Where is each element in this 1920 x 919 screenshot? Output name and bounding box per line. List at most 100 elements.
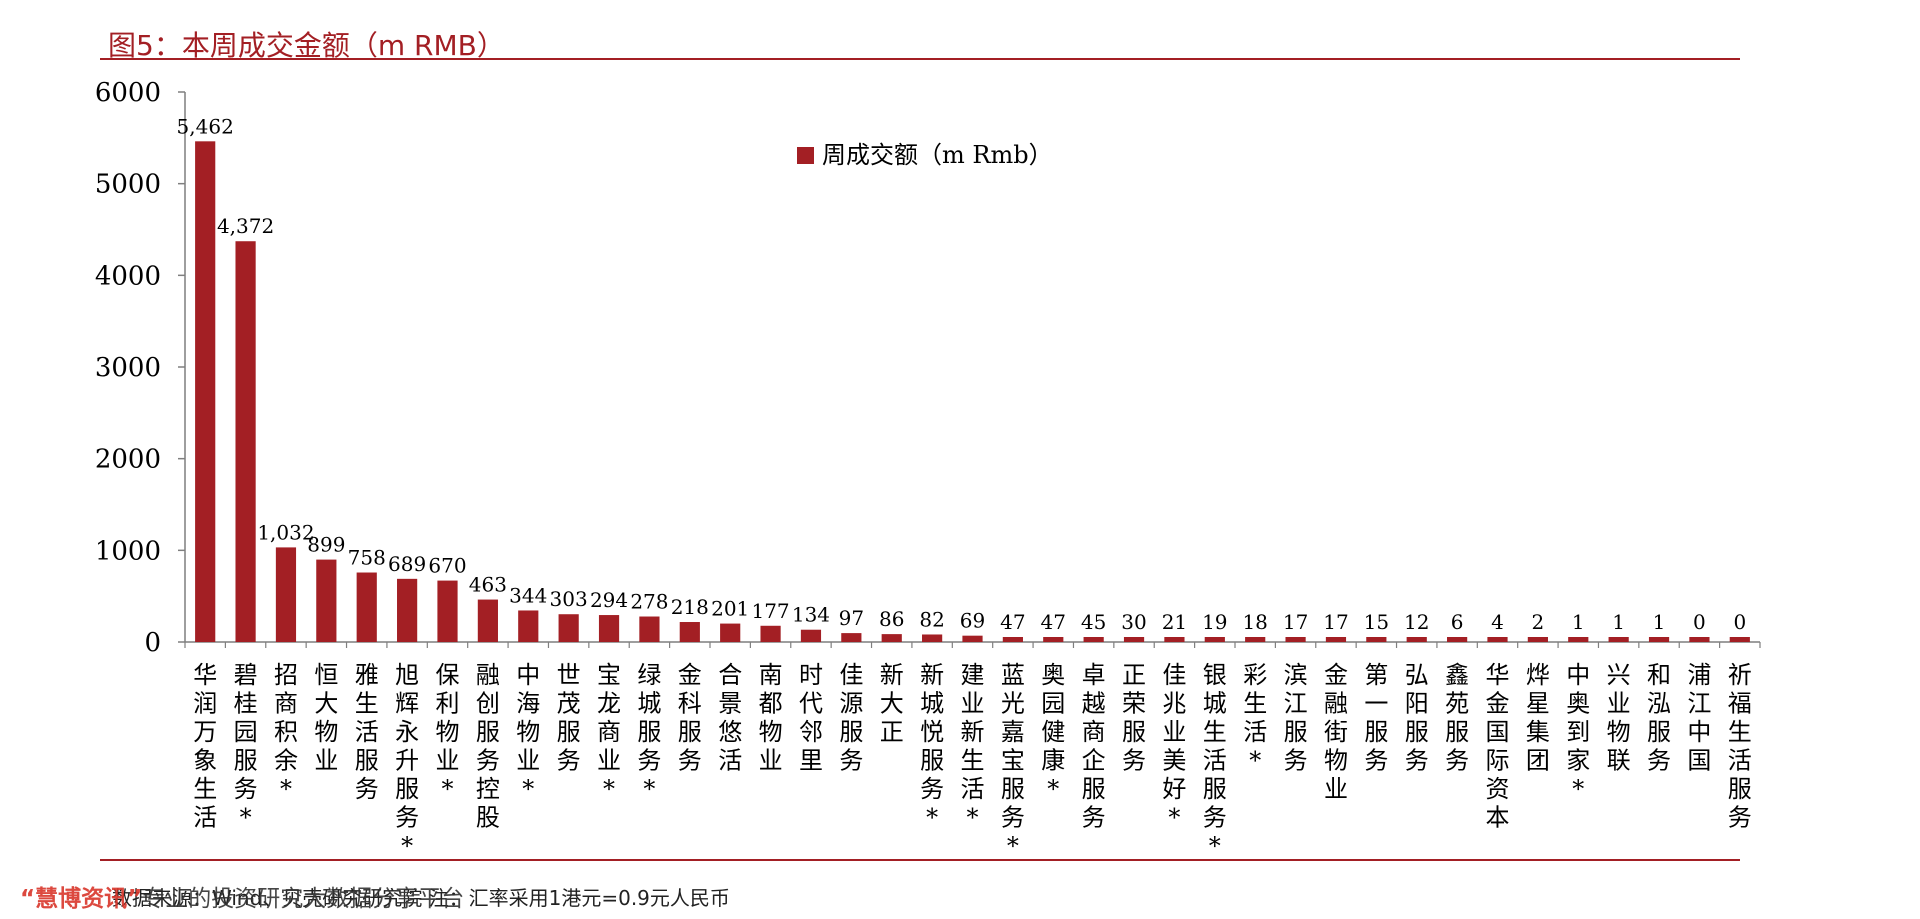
data-label: 0 xyxy=(1733,610,1746,634)
category-label: 银城生活服务* xyxy=(1203,661,1227,860)
category-label: 鑫苑服务 xyxy=(1445,661,1469,775)
category-label: 兴业物联 xyxy=(1607,661,1631,775)
bar xyxy=(1406,637,1427,642)
category-label: 新城悦服务* xyxy=(920,661,944,832)
bar xyxy=(1366,637,1387,642)
bar xyxy=(1164,637,1185,642)
bar xyxy=(760,625,781,642)
data-label: 344 xyxy=(509,583,547,607)
data-label: 218 xyxy=(671,595,709,619)
bar xyxy=(800,629,822,642)
bar xyxy=(1083,637,1104,642)
bar xyxy=(518,610,539,642)
x-axis xyxy=(184,641,1761,648)
category-label: 招商积余* xyxy=(274,661,298,803)
bar xyxy=(397,578,418,642)
data-label: 69 xyxy=(960,609,985,633)
y-axis: 0 1000 2000 3000 4000 5000 6000 xyxy=(95,78,186,658)
bar xyxy=(1123,637,1145,642)
category-label: 烨星集团 xyxy=(1526,661,1550,775)
data-label: 177 xyxy=(751,599,789,623)
data-label: 12 xyxy=(1404,610,1429,634)
bar xyxy=(1729,637,1750,642)
category-label: 蓝光嘉宝服务* xyxy=(1001,661,1025,860)
category-label: 合景悠活 xyxy=(718,661,742,775)
bar xyxy=(1487,637,1508,642)
category-label: 浦江中国 xyxy=(1687,661,1711,775)
data-label: 689 xyxy=(388,552,426,576)
data-label: 17 xyxy=(1283,610,1308,634)
data-label: 5,462 xyxy=(177,114,234,138)
legend-label: 周成交额（m Rmb） xyxy=(822,141,1053,169)
data-label: 4,372 xyxy=(217,214,274,238)
category-label: 融创服务控股 xyxy=(476,661,500,832)
y-tick-label: 2000 xyxy=(95,445,161,475)
bar xyxy=(639,616,660,642)
data-label: 0 xyxy=(1693,610,1706,634)
category-label: 弘阳服务 xyxy=(1405,661,1429,775)
category-label: 金融街物业 xyxy=(1324,661,1348,803)
category-label: 中海物业* xyxy=(516,661,540,803)
bar xyxy=(1043,637,1064,642)
data-label: 21 xyxy=(1162,610,1187,634)
category-label: 华金国际资本 xyxy=(1486,661,1510,832)
bar xyxy=(1002,637,1023,642)
category-label: 新大正 xyxy=(880,661,904,746)
category-label: 华润万象生活 xyxy=(193,661,217,832)
data-label: 899 xyxy=(307,533,345,557)
bar xyxy=(720,623,741,642)
bar xyxy=(477,599,498,642)
data-label: 45 xyxy=(1081,610,1106,634)
bar xyxy=(558,614,579,642)
category-label: 正荣服务 xyxy=(1122,661,1146,775)
category-label: 碧桂园服务* xyxy=(234,661,258,832)
category-label: 时代邻里 xyxy=(799,661,823,775)
bar xyxy=(235,241,256,642)
category-label: 绿城服务* xyxy=(637,661,661,803)
bars xyxy=(195,141,1750,643)
category-label: 奥园健康* xyxy=(1041,661,1065,803)
bar xyxy=(841,633,862,642)
category-label: 恒大物业 xyxy=(314,661,338,775)
y-tick-label: 4000 xyxy=(95,261,161,291)
data-label: 47 xyxy=(1041,610,1066,634)
bar xyxy=(922,634,943,642)
bar xyxy=(1325,637,1347,642)
data-label: 19 xyxy=(1202,610,1227,634)
source-note: 数据来源：Wind、贝壳研究研究院 注：汇率采用1港元=0.9元人民币 xyxy=(112,886,730,910)
bar xyxy=(1568,637,1589,642)
bar xyxy=(316,559,337,642)
data-label: 15 xyxy=(1364,610,1389,634)
title-rule xyxy=(100,58,1740,60)
category-label: 南都物业 xyxy=(759,661,783,775)
bar xyxy=(1608,637,1629,642)
bar xyxy=(1648,637,1670,642)
bar xyxy=(1204,637,1225,642)
bar xyxy=(437,580,458,642)
y-tick-label: 1000 xyxy=(95,536,161,566)
watermark-brand: “慧博资讯” xyxy=(20,886,143,912)
category-label: 金科服务 xyxy=(678,661,702,775)
category-label: 第一服务 xyxy=(1364,661,1388,775)
category-label: 旭辉永升服务* xyxy=(395,661,419,860)
y-tick-label: 3000 xyxy=(95,353,161,383)
data-label: 6 xyxy=(1451,610,1464,634)
category-label: 保利物业* xyxy=(436,661,460,803)
bar xyxy=(598,615,620,642)
category-label: 卓越商企服务 xyxy=(1082,661,1106,832)
source-rule xyxy=(100,859,1740,861)
bar xyxy=(1245,637,1266,642)
data-label: 97 xyxy=(839,606,864,630)
data-label: 134 xyxy=(792,603,830,627)
data-label: 2 xyxy=(1532,610,1545,634)
category-label: 建业新生活* xyxy=(961,661,985,832)
bar xyxy=(1447,637,1468,642)
data-label: 47 xyxy=(1000,610,1025,634)
data-label: 17 xyxy=(1323,610,1348,634)
bar xyxy=(275,547,297,642)
data-label: 278 xyxy=(630,590,668,614)
bar xyxy=(1527,637,1548,642)
watermark: “慧博资讯”专业的投资研究大数据分享平台 xyxy=(20,879,464,913)
